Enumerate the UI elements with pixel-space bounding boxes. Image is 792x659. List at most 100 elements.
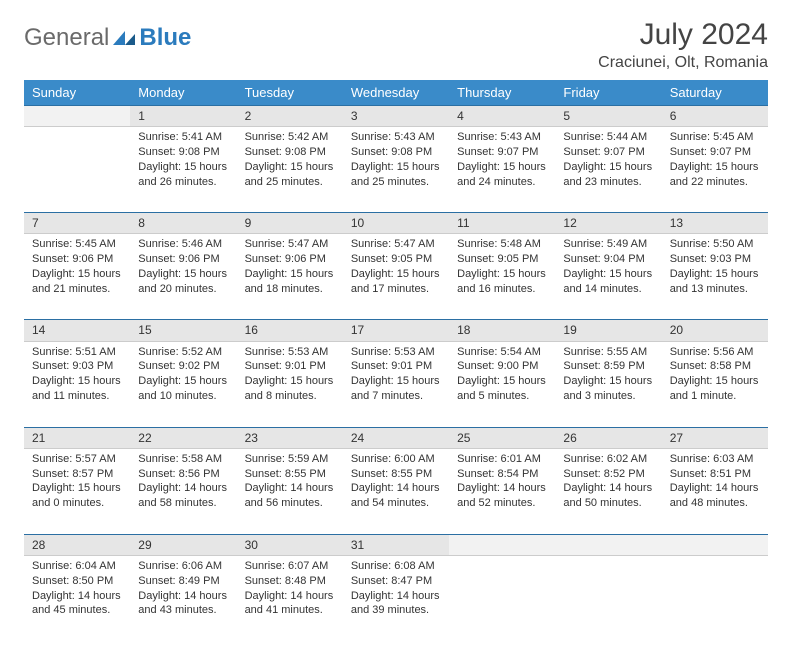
month-title: July 2024 xyxy=(598,18,768,52)
day-info-line: Sunrise: 5:43 AM xyxy=(351,130,441,145)
day-info-line: and 48 minutes. xyxy=(670,496,760,511)
day-info-line: Daylight: 15 hours xyxy=(245,374,335,389)
day-number-cell: 30 xyxy=(237,534,343,555)
weekday-header: Thursday xyxy=(449,80,555,106)
day-info-line: Sunrise: 5:57 AM xyxy=(32,452,122,467)
day-info-line: Daylight: 15 hours xyxy=(670,160,760,175)
day-content-cell: Sunrise: 5:50 AMSunset: 9:03 PMDaylight:… xyxy=(662,234,768,320)
day-info-line: and 39 minutes. xyxy=(351,603,441,618)
day-content-cell: Sunrise: 5:42 AMSunset: 9:08 PMDaylight:… xyxy=(237,127,343,213)
day-info-line: and 14 minutes. xyxy=(563,282,653,297)
day-number-cell: 11 xyxy=(449,213,555,234)
day-number-cell: 15 xyxy=(130,320,236,341)
day-info-line: Sunrise: 5:47 AM xyxy=(245,237,335,252)
day-content-cell: Sunrise: 6:01 AMSunset: 8:54 PMDaylight:… xyxy=(449,448,555,534)
day-content-cell: Sunrise: 5:43 AMSunset: 9:08 PMDaylight:… xyxy=(343,127,449,213)
day-content-cell: Sunrise: 5:59 AMSunset: 8:55 PMDaylight:… xyxy=(237,448,343,534)
logo-text-general: General xyxy=(24,24,109,52)
day-number-cell: 13 xyxy=(662,213,768,234)
day-info-line: and 26 minutes. xyxy=(138,175,228,190)
day-info-line: and 3 minutes. xyxy=(563,389,653,404)
day-info-line: Sunset: 9:07 PM xyxy=(563,145,653,160)
day-info-line: Daylight: 14 hours xyxy=(351,589,441,604)
weekday-header: Sunday xyxy=(24,80,130,106)
day-number-cell xyxy=(662,534,768,555)
day-info-line: Sunset: 9:02 PM xyxy=(138,359,228,374)
day-info-line: Sunset: 9:01 PM xyxy=(351,359,441,374)
day-info-line: Sunrise: 5:49 AM xyxy=(563,237,653,252)
day-info-line: Sunset: 9:07 PM xyxy=(670,145,760,160)
day-info-line: Daylight: 15 hours xyxy=(563,267,653,282)
day-info-line: Sunrise: 6:04 AM xyxy=(32,559,122,574)
day-number-cell: 27 xyxy=(662,427,768,448)
day-info-line: Sunset: 8:55 PM xyxy=(351,467,441,482)
day-info-line: Daylight: 15 hours xyxy=(351,160,441,175)
day-number-cell: 14 xyxy=(24,320,130,341)
logo-mark-icon xyxy=(113,24,135,52)
day-number-row: 123456 xyxy=(24,106,768,127)
day-number-cell: 19 xyxy=(555,320,661,341)
day-info-line: Sunrise: 5:51 AM xyxy=(32,345,122,360)
day-info-line: Daylight: 14 hours xyxy=(670,481,760,496)
day-info-line: Sunrise: 5:55 AM xyxy=(563,345,653,360)
day-info-line: Daylight: 14 hours xyxy=(138,589,228,604)
day-info-line: and 1 minute. xyxy=(670,389,760,404)
day-info-line: and 17 minutes. xyxy=(351,282,441,297)
day-info-line: Sunrise: 5:43 AM xyxy=(457,130,547,145)
day-info-line: and 50 minutes. xyxy=(563,496,653,511)
day-info-line: Sunrise: 5:50 AM xyxy=(670,237,760,252)
day-info-line: Sunset: 9:05 PM xyxy=(457,252,547,267)
day-info-line: and 13 minutes. xyxy=(670,282,760,297)
day-info-line: Sunrise: 5:44 AM xyxy=(563,130,653,145)
day-content-cell: Sunrise: 6:08 AMSunset: 8:47 PMDaylight:… xyxy=(343,555,449,641)
day-info-line: Sunset: 9:08 PM xyxy=(351,145,441,160)
day-info-line: and 10 minutes. xyxy=(138,389,228,404)
day-number-cell: 29 xyxy=(130,534,236,555)
day-info-line: Daylight: 15 hours xyxy=(457,160,547,175)
day-content-cell: Sunrise: 5:55 AMSunset: 8:59 PMDaylight:… xyxy=(555,341,661,427)
day-content-cell: Sunrise: 5:48 AMSunset: 9:05 PMDaylight:… xyxy=(449,234,555,320)
day-content-cell: Sunrise: 5:54 AMSunset: 9:00 PMDaylight:… xyxy=(449,341,555,427)
day-info-line: Sunset: 8:49 PM xyxy=(138,574,228,589)
day-content-cell xyxy=(555,555,661,641)
day-info-line: and 54 minutes. xyxy=(351,496,441,511)
day-info-line: Sunrise: 5:46 AM xyxy=(138,237,228,252)
day-number-row: 14151617181920 xyxy=(24,320,768,341)
day-number-cell: 31 xyxy=(343,534,449,555)
day-number-cell: 4 xyxy=(449,106,555,127)
day-info-line: Sunset: 9:07 PM xyxy=(457,145,547,160)
day-content-cell: Sunrise: 6:04 AMSunset: 8:50 PMDaylight:… xyxy=(24,555,130,641)
day-info-line: and 23 minutes. xyxy=(563,175,653,190)
day-number-cell: 26 xyxy=(555,427,661,448)
day-content-cell: Sunrise: 5:44 AMSunset: 9:07 PMDaylight:… xyxy=(555,127,661,213)
day-info-line: Sunrise: 5:58 AM xyxy=(138,452,228,467)
title-block: July 2024 Craciunei, Olt, Romania xyxy=(598,18,768,72)
day-info-line: Sunset: 9:08 PM xyxy=(138,145,228,160)
day-number-cell xyxy=(24,106,130,127)
day-info-line: Sunset: 8:56 PM xyxy=(138,467,228,482)
day-content-cell: Sunrise: 6:03 AMSunset: 8:51 PMDaylight:… xyxy=(662,448,768,534)
day-info-line: Sunrise: 5:42 AM xyxy=(245,130,335,145)
day-number-cell: 2 xyxy=(237,106,343,127)
day-info-line: and 41 minutes. xyxy=(245,603,335,618)
day-number-cell: 17 xyxy=(343,320,449,341)
day-info-line: Sunrise: 6:00 AM xyxy=(351,452,441,467)
day-info-line: Sunrise: 5:45 AM xyxy=(32,237,122,252)
day-content-cell: Sunrise: 5:57 AMSunset: 8:57 PMDaylight:… xyxy=(24,448,130,534)
day-content-cell: Sunrise: 6:00 AMSunset: 8:55 PMDaylight:… xyxy=(343,448,449,534)
day-info-line: Sunset: 9:05 PM xyxy=(351,252,441,267)
weekday-header: Tuesday xyxy=(237,80,343,106)
day-number-cell: 6 xyxy=(662,106,768,127)
day-info-line: and 45 minutes. xyxy=(32,603,122,618)
day-info-line: Sunrise: 5:53 AM xyxy=(245,345,335,360)
day-info-line: Sunset: 8:47 PM xyxy=(351,574,441,589)
day-info-line: Daylight: 14 hours xyxy=(563,481,653,496)
day-number-cell: 12 xyxy=(555,213,661,234)
day-info-line: and 24 minutes. xyxy=(457,175,547,190)
day-content-row: Sunrise: 5:45 AM Sunset: 9:06 PM Daylight:… xyxy=(24,234,768,320)
day-number-cell: 10 xyxy=(343,213,449,234)
day-info-line: Sunset: 9:06 PM xyxy=(138,252,228,267)
day-info-line: and 16 minutes. xyxy=(457,282,547,297)
calendar-table: Sunday Monday Tuesday Wednesday Thursday… xyxy=(24,80,768,641)
day-info-line: Sunset: 8:57 PM xyxy=(32,467,122,482)
